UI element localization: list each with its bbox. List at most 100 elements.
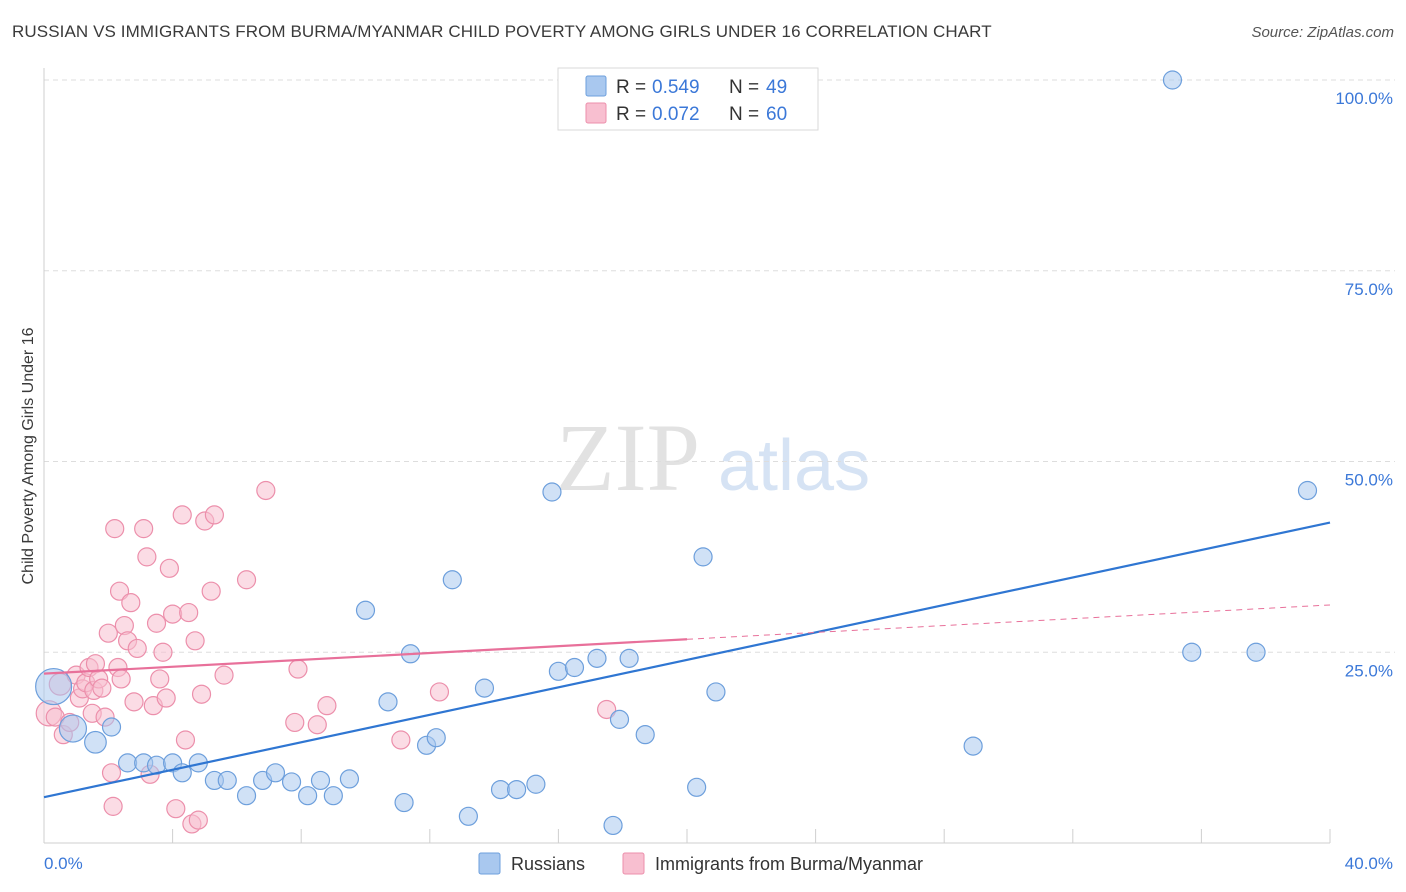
data-point: [619, 648, 639, 668]
trend-line-immigrants: [43, 638, 688, 675]
legend-n-label-russians: N =: [729, 77, 759, 98]
x-tick-label-min: 0.0%: [44, 854, 83, 873]
x-tick-marks: [43, 829, 1331, 843]
data-point: [98, 623, 118, 643]
data-point: [564, 657, 585, 678]
data-point: [146, 613, 167, 633]
data-point: [603, 815, 623, 836]
data-point: [172, 505, 192, 525]
data-point: [394, 792, 414, 813]
data-point: [265, 763, 286, 783]
data-point: [1182, 642, 1202, 662]
series-legend: Russians Immigrants from Burma/Myanmar: [478, 852, 923, 875]
data-point: [597, 699, 617, 720]
y-tick-labels: 25.0% 50.0% 75.0% 100.0%: [1335, 89, 1393, 680]
x-tick-label-max: 40.0%: [1345, 854, 1393, 873]
data-point: [635, 725, 655, 745]
data-point: [1162, 70, 1183, 90]
data-point: [35, 667, 73, 706]
data-point: [687, 777, 707, 797]
series-legend-label-russians: Russians: [511, 854, 585, 874]
data-point: [153, 642, 173, 662]
data-point: [706, 682, 726, 702]
series-legend-swatch-russians: [478, 852, 501, 875]
trend-lines: [43, 521, 1331, 799]
data-point: [121, 593, 141, 613]
data-point: [117, 753, 138, 773]
data-point: [355, 600, 376, 620]
data-point: [109, 581, 130, 601]
data-point: [111, 669, 131, 689]
data-point: [163, 604, 183, 624]
data-point: [458, 806, 478, 826]
data-point: [609, 709, 630, 729]
data-point: [84, 730, 107, 754]
data-point: [548, 661, 569, 681]
trend-line-immigrants-extension: [686, 604, 1331, 640]
data-point: [185, 631, 205, 651]
data-point: [105, 519, 125, 539]
data-point: [217, 770, 237, 791]
data-point: [101, 763, 122, 783]
chart-title: RUSSIAN VS IMMIGRANTS FROM BURMA/MYANMAR…: [12, 22, 992, 41]
source-credit: Source: ZipAtlas.com: [1251, 24, 1394, 41]
data-point: [179, 602, 199, 623]
data-point: [426, 728, 446, 748]
data-point: [474, 678, 495, 698]
data-point: [317, 696, 337, 716]
legend-r-value-immigrants: 0.072: [652, 104, 700, 125]
trend-line-russians: [43, 521, 1331, 799]
data-point: [150, 669, 170, 689]
data-point: [156, 688, 176, 708]
series-legend-swatch-immigrants: [622, 852, 645, 875]
data-point: [137, 547, 157, 567]
data-point: [442, 570, 462, 590]
data-point: [201, 581, 221, 601]
series-russians-points: [35, 70, 1318, 836]
data-point: [127, 638, 147, 659]
legend-swatch-russians: [585, 75, 607, 97]
y-tick-label: 75.0%: [1345, 280, 1393, 299]
gridlines: [44, 79, 1395, 653]
y-axis-label: Child Poverty Among Girls Under 16: [20, 327, 37, 584]
y-tick-label: 100.0%: [1335, 89, 1393, 108]
data-point: [204, 505, 224, 525]
data-point: [188, 810, 208, 830]
data-point: [490, 779, 511, 800]
series-legend-label-immigrants: Immigrants from Burma/Myanmar: [655, 854, 923, 874]
data-point: [281, 772, 302, 792]
data-point: [101, 717, 122, 737]
data-point: [307, 715, 327, 735]
data-point: [339, 769, 360, 789]
data-point: [429, 682, 450, 702]
legend-r-label-russians: R =: [616, 77, 646, 98]
y-tick-label: 50.0%: [1345, 471, 1393, 490]
data-point: [288, 659, 308, 679]
data-point: [191, 684, 212, 704]
data-point: [587, 648, 607, 668]
watermark-zip: ZIP: [556, 404, 700, 511]
data-point: [310, 770, 331, 791]
data-point: [92, 678, 112, 698]
data-point: [166, 799, 186, 819]
legend-r-label-immigrants: R =: [616, 104, 646, 125]
data-point: [1297, 480, 1318, 501]
legend-n-value-immigrants: 60: [766, 104, 787, 125]
data-point: [103, 796, 123, 816]
data-point: [236, 570, 257, 590]
data-point: [58, 714, 88, 743]
data-point: [134, 519, 154, 539]
legend-n-value-russians: 49: [766, 77, 787, 98]
watermark-atlas: atlas: [718, 426, 870, 506]
data-point: [256, 480, 276, 501]
data-point: [124, 692, 144, 712]
data-point: [507, 779, 527, 800]
data-point: [1246, 642, 1266, 662]
data-point: [378, 692, 398, 712]
watermark: ZIP atlas: [556, 404, 870, 511]
data-point: [175, 730, 196, 750]
data-point: [159, 558, 179, 578]
data-point: [323, 786, 343, 806]
data-point: [298, 786, 318, 806]
